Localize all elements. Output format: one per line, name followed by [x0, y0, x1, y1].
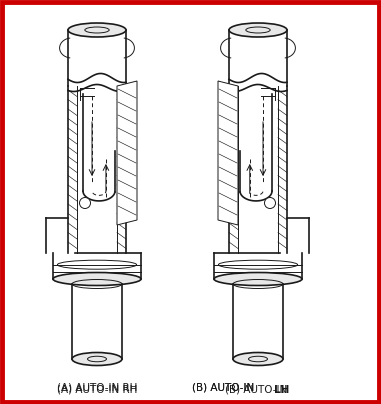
Polygon shape: [218, 81, 238, 225]
Circle shape: [264, 198, 275, 208]
Circle shape: [80, 198, 91, 208]
Ellipse shape: [233, 353, 283, 366]
Ellipse shape: [229, 23, 287, 37]
Ellipse shape: [72, 353, 122, 366]
Text: (A) AUTO-IN RH: (A) AUTO-IN RH: [57, 383, 137, 393]
Text: (B) AUTO-IN: (B) AUTO-IN: [225, 385, 291, 395]
Text: (B) AUTO-IN: (B) AUTO-IN: [192, 383, 258, 393]
Text: LH: LH: [274, 385, 290, 395]
Ellipse shape: [214, 273, 302, 286]
Text: (B) AUTO-IN: (B) AUTO-IN: [192, 383, 258, 393]
Text: (A) AUTO-IN RH: (A) AUTO-IN RH: [57, 385, 137, 395]
Ellipse shape: [68, 23, 126, 37]
Ellipse shape: [53, 273, 141, 286]
Polygon shape: [117, 81, 137, 225]
